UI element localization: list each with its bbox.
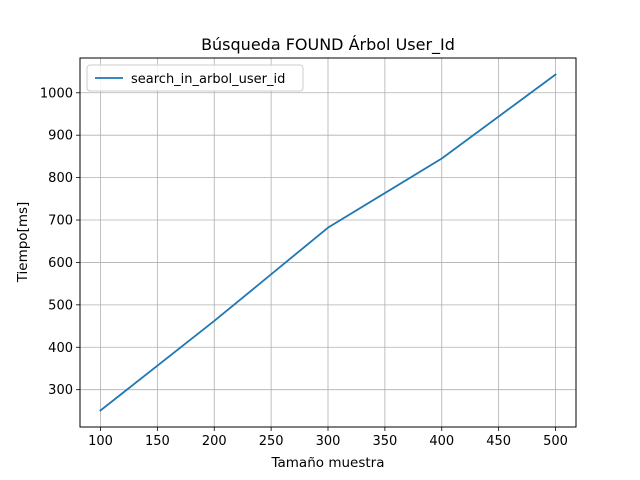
- y-tick-label: 300: [48, 383, 73, 398]
- x-tick-label: 100: [88, 434, 113, 449]
- legend-box: [86, 64, 304, 92]
- legend: search_in_arbol_user_id: [86, 64, 304, 92]
- y-tick-label: 1000: [40, 86, 73, 101]
- series-layer: [99, 73, 557, 412]
- y-tick-label: 600: [48, 256, 73, 271]
- x-tick-label: 200: [202, 434, 227, 449]
- y-tick-label: 400: [48, 341, 73, 356]
- y-tick-label: 700: [48, 214, 73, 229]
- x-tick-label: 450: [486, 434, 511, 449]
- x-axis-title: Tamaño muestra: [271, 455, 385, 471]
- grid: [80, 58, 576, 427]
- y-tick-label: 900: [48, 129, 73, 144]
- y-tick-label: 500: [48, 298, 73, 313]
- ticks: 100 150 200 250 300 350 400 450 500 300 400 500 600 7…: [40, 86, 568, 449]
- x-tick-label: 150: [145, 434, 170, 449]
- chart-title: Búsqueda FOUND Árbol User_Id: [201, 35, 455, 55]
- x-tick-label: 250: [259, 434, 284, 449]
- y-axis-title: Tiempo[ms]: [15, 202, 31, 284]
- series-line: [99, 73, 557, 412]
- x-tick-label: 300: [316, 434, 341, 449]
- x-tick-label: 500: [543, 434, 568, 449]
- y-tick-label: 800: [48, 171, 73, 186]
- legend-label: search_in_arbol_user_id: [131, 72, 285, 87]
- x-tick-label: 400: [429, 434, 454, 449]
- x-tick-label: 350: [372, 434, 397, 449]
